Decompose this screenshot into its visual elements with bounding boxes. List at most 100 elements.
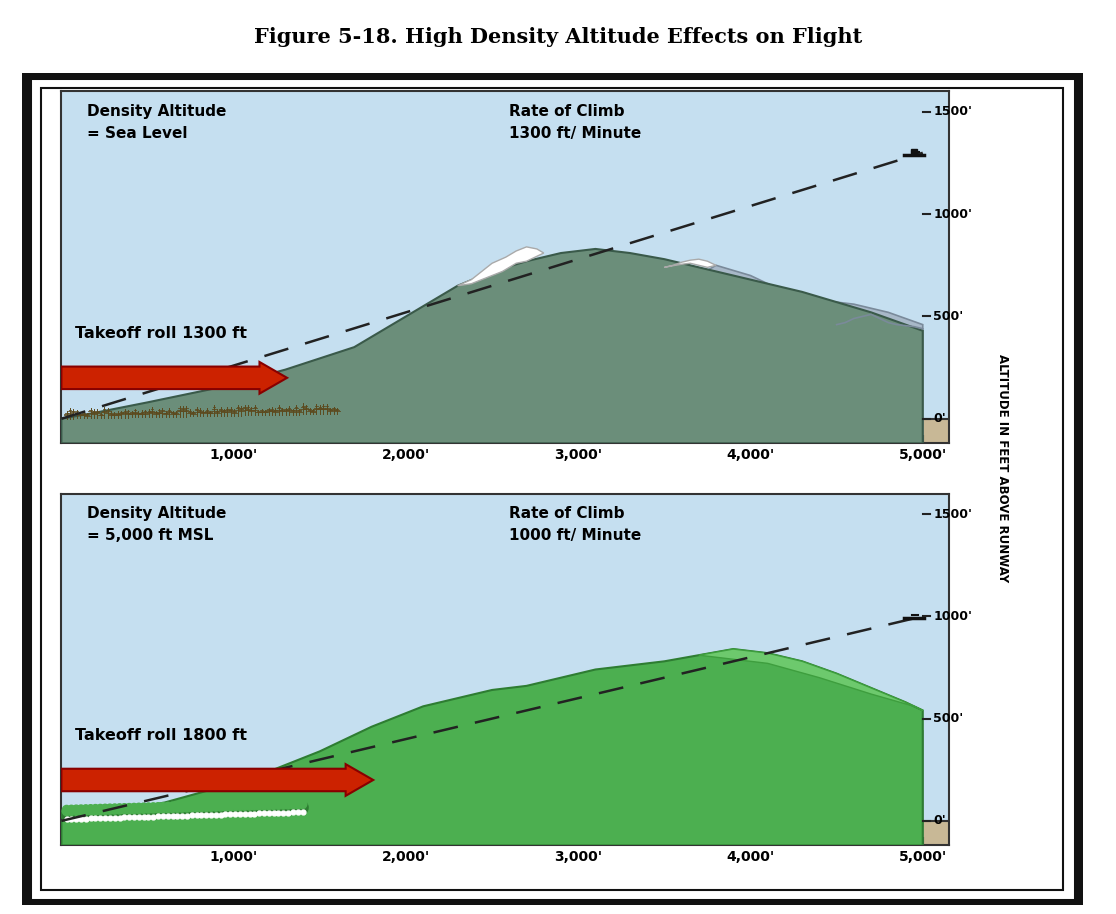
Circle shape	[182, 804, 192, 818]
Text: Rate of Climb: Rate of Climb	[509, 505, 625, 521]
Circle shape	[144, 803, 153, 813]
Circle shape	[71, 805, 80, 815]
Polygon shape	[61, 419, 949, 443]
Circle shape	[167, 805, 179, 818]
Circle shape	[169, 802, 176, 813]
Circle shape	[95, 807, 106, 820]
Circle shape	[202, 802, 211, 812]
Circle shape	[138, 806, 150, 819]
Circle shape	[221, 801, 230, 811]
Circle shape	[230, 803, 241, 816]
Circle shape	[220, 803, 231, 816]
Circle shape	[288, 802, 298, 814]
FancyArrow shape	[61, 362, 287, 394]
Circle shape	[140, 803, 148, 813]
Circle shape	[153, 805, 164, 818]
Circle shape	[66, 808, 77, 821]
Polygon shape	[664, 260, 716, 268]
Circle shape	[205, 803, 217, 817]
Circle shape	[273, 802, 283, 815]
Circle shape	[292, 802, 304, 814]
Polygon shape	[61, 649, 923, 845]
Circle shape	[77, 805, 85, 815]
Circle shape	[235, 801, 244, 811]
Text: Density Altitude: Density Altitude	[87, 103, 227, 119]
Circle shape	[67, 805, 76, 815]
Circle shape	[173, 802, 182, 813]
Circle shape	[231, 801, 240, 811]
Text: 0': 0'	[933, 412, 946, 425]
Text: 1300 ft/ Minute: 1300 ft/ Minute	[509, 126, 642, 141]
Text: ALTITUDE IN FEET ABOVE RUNWAY: ALTITUDE IN FEET ABOVE RUNWAY	[995, 355, 1009, 582]
Circle shape	[135, 803, 143, 813]
Polygon shape	[699, 649, 923, 710]
Circle shape	[96, 804, 105, 814]
Circle shape	[99, 807, 110, 820]
Circle shape	[80, 807, 92, 821]
Circle shape	[187, 802, 196, 812]
Circle shape	[191, 804, 202, 817]
Circle shape	[157, 805, 169, 818]
Circle shape	[201, 804, 212, 817]
Circle shape	[62, 805, 70, 815]
Circle shape	[186, 804, 198, 817]
Circle shape	[85, 807, 96, 821]
Circle shape	[76, 808, 87, 821]
Circle shape	[109, 807, 121, 820]
Circle shape	[115, 803, 124, 814]
Circle shape	[260, 800, 268, 810]
Circle shape	[114, 806, 125, 820]
Circle shape	[246, 800, 253, 810]
Text: = 5,000 ft MSL: = 5,000 ft MSL	[87, 528, 213, 543]
Circle shape	[210, 803, 221, 817]
Circle shape	[268, 802, 279, 815]
Circle shape	[162, 805, 173, 818]
Polygon shape	[61, 698, 923, 845]
Circle shape	[106, 804, 114, 814]
Circle shape	[298, 799, 307, 809]
Text: Takeoff roll 1800 ft: Takeoff roll 1800 ft	[75, 728, 247, 743]
Text: 1500': 1500'	[933, 105, 972, 118]
Text: Figure 5-18. High Density Altitude Effects on Flight: Figure 5-18. High Density Altitude Effec…	[253, 27, 863, 47]
Circle shape	[81, 805, 90, 815]
Text: 1500': 1500'	[933, 507, 972, 520]
Polygon shape	[458, 247, 543, 286]
Circle shape	[212, 801, 220, 812]
Circle shape	[275, 799, 282, 809]
Circle shape	[196, 804, 206, 817]
Text: 1000': 1000'	[933, 207, 972, 220]
Circle shape	[121, 803, 128, 813]
Circle shape	[289, 799, 297, 809]
Circle shape	[240, 800, 249, 811]
Text: 0': 0'	[933, 814, 946, 827]
FancyArrow shape	[61, 764, 373, 796]
Circle shape	[192, 802, 201, 812]
Circle shape	[92, 804, 99, 814]
Circle shape	[176, 804, 187, 818]
Text: 500': 500'	[933, 712, 963, 725]
Circle shape	[259, 802, 270, 815]
Circle shape	[124, 806, 135, 819]
Circle shape	[239, 802, 250, 816]
Circle shape	[129, 803, 138, 813]
Text: Density Altitude: Density Altitude	[87, 505, 227, 521]
Circle shape	[105, 807, 115, 820]
Circle shape	[70, 808, 81, 821]
Circle shape	[125, 803, 134, 813]
Circle shape	[118, 806, 129, 820]
Circle shape	[254, 800, 263, 810]
Circle shape	[264, 800, 273, 810]
Circle shape	[90, 807, 100, 820]
Circle shape	[278, 802, 289, 814]
Polygon shape	[61, 821, 949, 845]
Text: 1000': 1000'	[933, 610, 972, 622]
Circle shape	[61, 808, 73, 821]
Circle shape	[283, 799, 292, 809]
Text: 1000 ft/ Minute: 1000 ft/ Minute	[509, 528, 642, 543]
Text: = Sea Level: = Sea Level	[87, 126, 187, 141]
Text: Takeoff roll 1300 ft: Takeoff roll 1300 ft	[75, 326, 247, 341]
Circle shape	[110, 804, 119, 814]
Circle shape	[86, 804, 95, 815]
Circle shape	[269, 799, 278, 810]
Circle shape	[294, 799, 302, 809]
